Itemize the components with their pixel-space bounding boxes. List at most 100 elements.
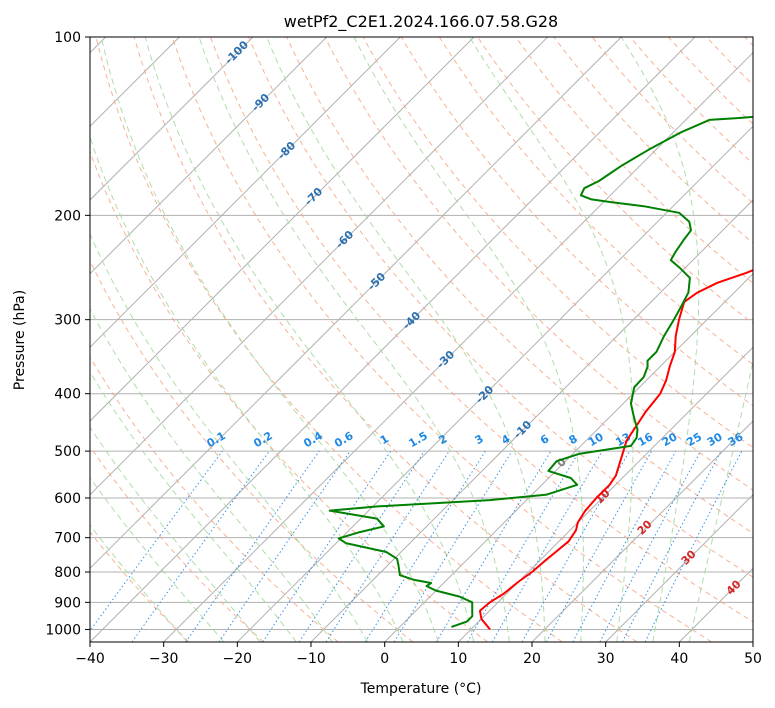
y-tick-label: 100: [54, 30, 81, 46]
dry-adiabat-line: [90, 259, 414, 642]
mixing-ratio-label: 10: [586, 430, 606, 449]
mixing-ratio-line: [491, 450, 603, 642]
moist-adiabat-line: [90, 308, 333, 642]
isotherm-line: [90, 37, 622, 570]
dry-adiabat-line: [133, 37, 638, 642]
moist-adiabat-line: [144, 37, 475, 642]
mixing-ratio-line: [262, 450, 392, 642]
dry-adiabat-line: [515, 37, 753, 284]
mixing-ratio-line: [572, 450, 677, 642]
mixing-ratio-label: 30: [705, 430, 725, 449]
mixing-ratio-label: 0.1: [204, 429, 227, 450]
moist-adiabat-line: [688, 358, 753, 642]
mixing-ratio-line: [545, 450, 653, 642]
dry-adiabat-line: [744, 37, 753, 47]
mixing-ratio-line: [521, 450, 630, 642]
isotherm-line: [90, 37, 254, 201]
moist-adiabat-line: [90, 135, 404, 642]
isotherm-line: [531, 420, 753, 642]
mixing-ratio-line: [325, 450, 450, 642]
y-tick-label: 600: [54, 491, 81, 507]
chart-title: wetPf2_C2E1.2024.166.07.58.G28: [284, 12, 558, 32]
moist-adiabat-line: [90, 476, 225, 642]
dry-adiabat-line: [324, 37, 753, 491]
isotherm-line: [605, 493, 753, 642]
moist-adiabat-line: [90, 524, 188, 642]
profile-line-0: [479, 269, 753, 631]
y-tick-label: 700: [54, 531, 81, 547]
moist-adiabat-line: [620, 37, 700, 642]
x-tick-label: 20: [523, 651, 541, 667]
mixing-ratio-line: [435, 450, 552, 642]
moist-adiabat-line: [90, 232, 369, 642]
mixing-ratio-label: 3: [473, 432, 486, 447]
dry-adiabat-line: [90, 531, 190, 642]
dry-adiabat-line: [210, 37, 753, 623]
moist-adiabat-line: [100, 37, 439, 642]
y-tick-label: 300: [54, 313, 81, 329]
dry-adiabat-line: [438, 37, 753, 365]
dry-adiabat-line: [362, 37, 753, 449]
mixing-ratio-label: 0.6: [332, 429, 356, 450]
x-tick-label: 0: [380, 651, 389, 667]
isotherm-line: [384, 272, 753, 642]
dry-adiabat-line: [90, 356, 339, 642]
x-tick-label: 50: [744, 651, 762, 667]
moist-adiabat-line: [266, 37, 546, 642]
isotherm-line: [236, 125, 753, 642]
moist-adiabat-line: [353, 37, 584, 642]
mixing-ratio-line: [185, 450, 320, 642]
dry-adiabat-line: [90, 445, 264, 642]
dry-adiabat-line: [248, 37, 753, 578]
moist-adiabat-label: 30: [679, 547, 699, 567]
y-tick-label: 1000: [45, 622, 81, 638]
isotherm-line: [90, 37, 401, 349]
x-tick-label: −40: [75, 651, 105, 667]
mixing-ratio-line: [364, 450, 486, 642]
isotherm-line: [163, 51, 753, 642]
moist-adiabat-line: [469, 37, 634, 642]
mixing-ratio-line: [599, 450, 701, 642]
moist-adiabat-line: [90, 426, 261, 642]
moist-adiabat-line: [90, 370, 297, 642]
isotherm-line: [457, 346, 753, 642]
mixing-ratio-line: [218, 450, 351, 642]
moist-adiabat-line: [198, 37, 510, 642]
y-tick-label: 400: [54, 387, 81, 403]
mixing-ratio-line: [467, 450, 580, 642]
dry-adiabat-line: [90, 150, 488, 642]
x-axis-label: Temperature (°C): [360, 681, 482, 697]
mixing-ratio-label: 20: [660, 430, 680, 449]
plot-frame: [89, 36, 754, 643]
y-tick-label: 200: [54, 208, 81, 224]
mixing-ratio-label: 16: [635, 430, 655, 449]
isotherm-line: [90, 37, 328, 275]
isotherm-line: [90, 37, 696, 642]
mixing-ratio-label: 4: [499, 432, 512, 447]
isotherm-line: [90, 37, 475, 422]
mixing-ratio-label: 36: [726, 430, 746, 449]
mixing-ratio-label: 2: [436, 432, 449, 447]
mixing-ratio-line: [131, 450, 270, 642]
x-tick-label: 40: [670, 651, 688, 667]
dry-adiabat-line: [706, 37, 753, 86]
mixing-ratio-line: [90, 450, 223, 632]
mixing-ratio-line: [393, 450, 513, 642]
mixing-ratio-label: 0.4: [301, 429, 325, 450]
isotherm-line: [90, 37, 549, 496]
x-tick-label: −10: [296, 651, 326, 667]
profile-line-1: [328, 115, 753, 628]
dry-adiabat-line: [286, 37, 753, 534]
mixing-ratio-label: 6: [538, 432, 551, 447]
moist-adiabat-label: 10: [593, 486, 613, 506]
x-tick-label: 10: [449, 651, 467, 667]
dry-adiabat-line: [553, 37, 753, 244]
dry-adiabat-line: [95, 37, 563, 642]
y-tick-label: 900: [54, 595, 81, 611]
y-tick-label: 800: [54, 565, 81, 581]
dry-adiabat-line: [591, 37, 753, 204]
moist-adiabat-label: 20: [635, 517, 655, 537]
x-tick-label: 30: [597, 651, 615, 667]
dry-adiabat-line: [668, 37, 753, 125]
